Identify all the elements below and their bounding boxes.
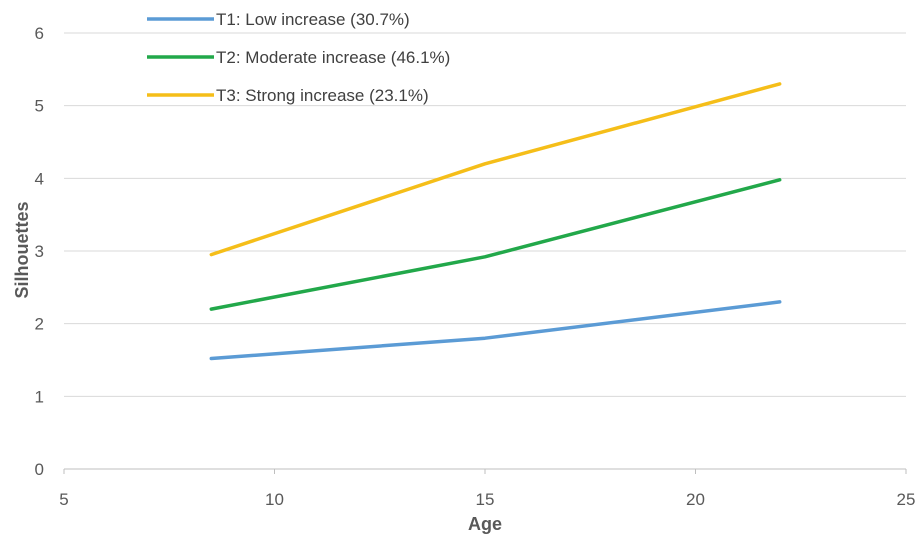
y-tick-label-2: 2: [35, 315, 44, 334]
series-line-3: [209, 82, 782, 257]
y-tick-label-5: 5: [35, 97, 44, 116]
gridlines: [64, 32, 906, 397]
x-tick-label-3: 20: [686, 490, 705, 509]
x-tick-label-1: 10: [265, 490, 284, 509]
y-tick-label-1: 1: [35, 387, 44, 406]
x-tick-label-0: 5: [59, 490, 68, 509]
x-tick-label-2: 15: [476, 490, 495, 509]
series-line-2: [209, 178, 782, 311]
x-axis-title: Age: [468, 514, 502, 534]
y-tick-label-4: 4: [35, 169, 44, 188]
y-tick-label-0: 0: [35, 460, 44, 479]
series-line-1: [209, 300, 782, 361]
y-tick-label-3: 3: [35, 242, 44, 261]
legend: T1: Low increase (30.7%) T2: Moderate inc…: [147, 10, 450, 105]
series-lines: [209, 82, 782, 361]
y-axis-title: Silhouettes: [12, 201, 32, 298]
legend-label-3: T3: Strong increase (23.1%): [216, 86, 429, 105]
legend-label-1: T1: Low increase (30.7%): [216, 10, 410, 29]
axes: [63, 468, 907, 474]
tick-labels: 0 1 2 3 4 5 6 5 10 15 20 25: [35, 24, 916, 509]
y-tick-label-6: 6: [35, 24, 44, 43]
x-tick-label-4: 25: [897, 490, 916, 509]
legend-label-2: T2: Moderate increase (46.1%): [216, 48, 450, 67]
